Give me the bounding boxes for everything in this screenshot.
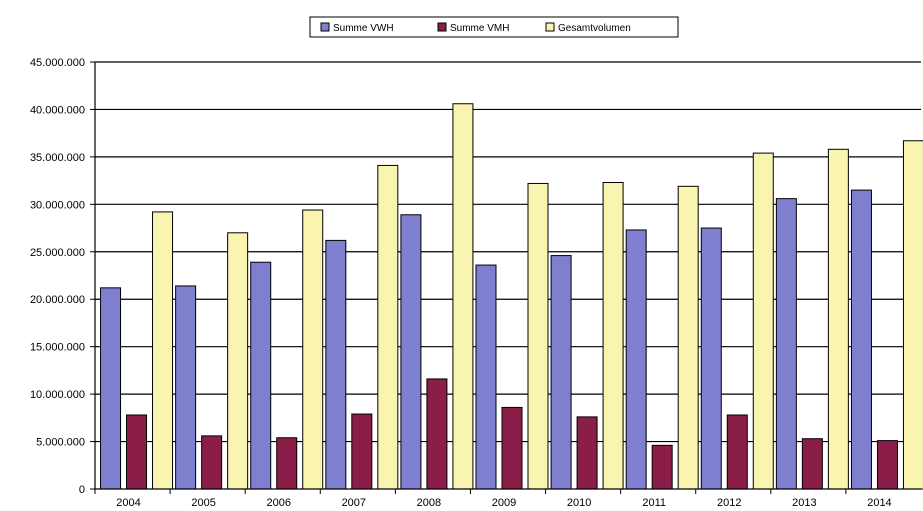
legend-swatch — [437, 22, 447, 32]
legend-frame — [309, 16, 679, 38]
bar-summe-vwh-2012 — [700, 227, 722, 490]
legend-swatch — [320, 22, 330, 32]
bar-gesamtvolumen-2013 — [827, 148, 849, 490]
x-tick-label: 2014 — [867, 497, 891, 509]
y-tick-label: 10.000.000 — [30, 389, 85, 401]
x-tick-label: 2004 — [116, 497, 140, 509]
bar-summe-vmh-2014 — [876, 440, 898, 490]
bar-gesamtvolumen-2008 — [452, 103, 474, 490]
y-tick-label: 5.000.000 — [36, 437, 85, 449]
bar-gesamtvolumen-2012 — [752, 152, 774, 490]
bar-summe-vmh-2012 — [726, 414, 748, 490]
bar-gesamtvolumen-2011 — [677, 185, 699, 490]
bar-summe-vmh-2007 — [351, 413, 373, 490]
legend-swatch — [545, 22, 555, 32]
x-axis-tick-labels: 2004 2005 2006 2007 2008 2009 2010 2011 2012 2013… — [116, 497, 891, 509]
bar-gesamtvolumen-2005 — [227, 232, 249, 490]
y-tick-label: 0 — [79, 484, 85, 496]
legend-entry-label: Gesamtvolumen — [558, 23, 631, 34]
chart-legend: Summe VWH Summe VMH Gesamtvolumen — [309, 16, 679, 38]
legend-entry-label: Summe VWH — [333, 23, 394, 34]
bar-gesamtvolumen-2010 — [602, 182, 624, 490]
bar-summe-vwh-2007 — [325, 239, 347, 490]
chart-bars — [100, 103, 923, 490]
x-tick-label: 2011 — [642, 497, 666, 509]
bar-summe-vmh-2006 — [276, 437, 298, 490]
bar-gesamtvolumen-2009 — [527, 182, 549, 490]
x-tick-label: 2009 — [492, 497, 516, 509]
bar-summe-vwh-2011 — [625, 229, 647, 490]
bar-summe-vwh-2004 — [100, 287, 122, 490]
bar-summe-vwh-2005 — [175, 285, 197, 490]
y-tick-label: 45.000.000 — [30, 57, 85, 69]
bar-summe-vwh-2006 — [250, 261, 272, 490]
y-tick-label: 20.000.000 — [30, 294, 85, 306]
x-tick-label: 2013 — [792, 497, 816, 509]
bar-gesamtvolumen-2004 — [152, 211, 174, 490]
y-tick-label: 15.000.000 — [30, 342, 85, 354]
bar-gesamtvolumen-2014 — [902, 140, 923, 490]
bar-summe-vmh-2008 — [426, 378, 448, 490]
bar-summe-vmh-2009 — [501, 406, 523, 490]
y-tick-label: 25.000.000 — [30, 247, 85, 259]
bar-gesamtvolumen-2007 — [377, 164, 399, 490]
legend-entry-label: Summe VMH — [450, 23, 509, 34]
x-tick-label: 2007 — [342, 497, 366, 509]
chart-axes — [90, 61, 921, 494]
y-tick-label: 40.000.000 — [30, 104, 85, 116]
bar-summe-vmh-2013 — [801, 438, 823, 490]
bar-summe-vwh-2010 — [550, 255, 572, 490]
bar-summe-vmh-2011 — [651, 444, 673, 490]
x-tick-label: 2006 — [266, 497, 290, 509]
x-tick-label: 2012 — [717, 497, 741, 509]
bar-summe-vmh-2004 — [126, 414, 148, 490]
bar-gesamtvolumen-2006 — [302, 209, 324, 490]
y-axis-tick-labels: 0 5.000.000 10.000.000 15.000.000 20.000.000… — [30, 57, 85, 496]
x-tick-label: 2010 — [567, 497, 591, 509]
y-tick-label: 30.000.000 — [30, 199, 85, 211]
bar-summe-vwh-2009 — [475, 264, 497, 490]
y-tick-label: 35.000.000 — [30, 152, 85, 164]
bar-summe-vwh-2008 — [400, 214, 422, 490]
bar-summe-vmh-2005 — [201, 435, 223, 490]
bar-summe-vwh-2013 — [775, 198, 797, 490]
x-tick-label: 2008 — [417, 497, 441, 509]
bar-summe-vmh-2010 — [576, 416, 598, 490]
bar-summe-vwh-2014 — [850, 189, 872, 490]
x-tick-label: 2005 — [191, 497, 215, 509]
